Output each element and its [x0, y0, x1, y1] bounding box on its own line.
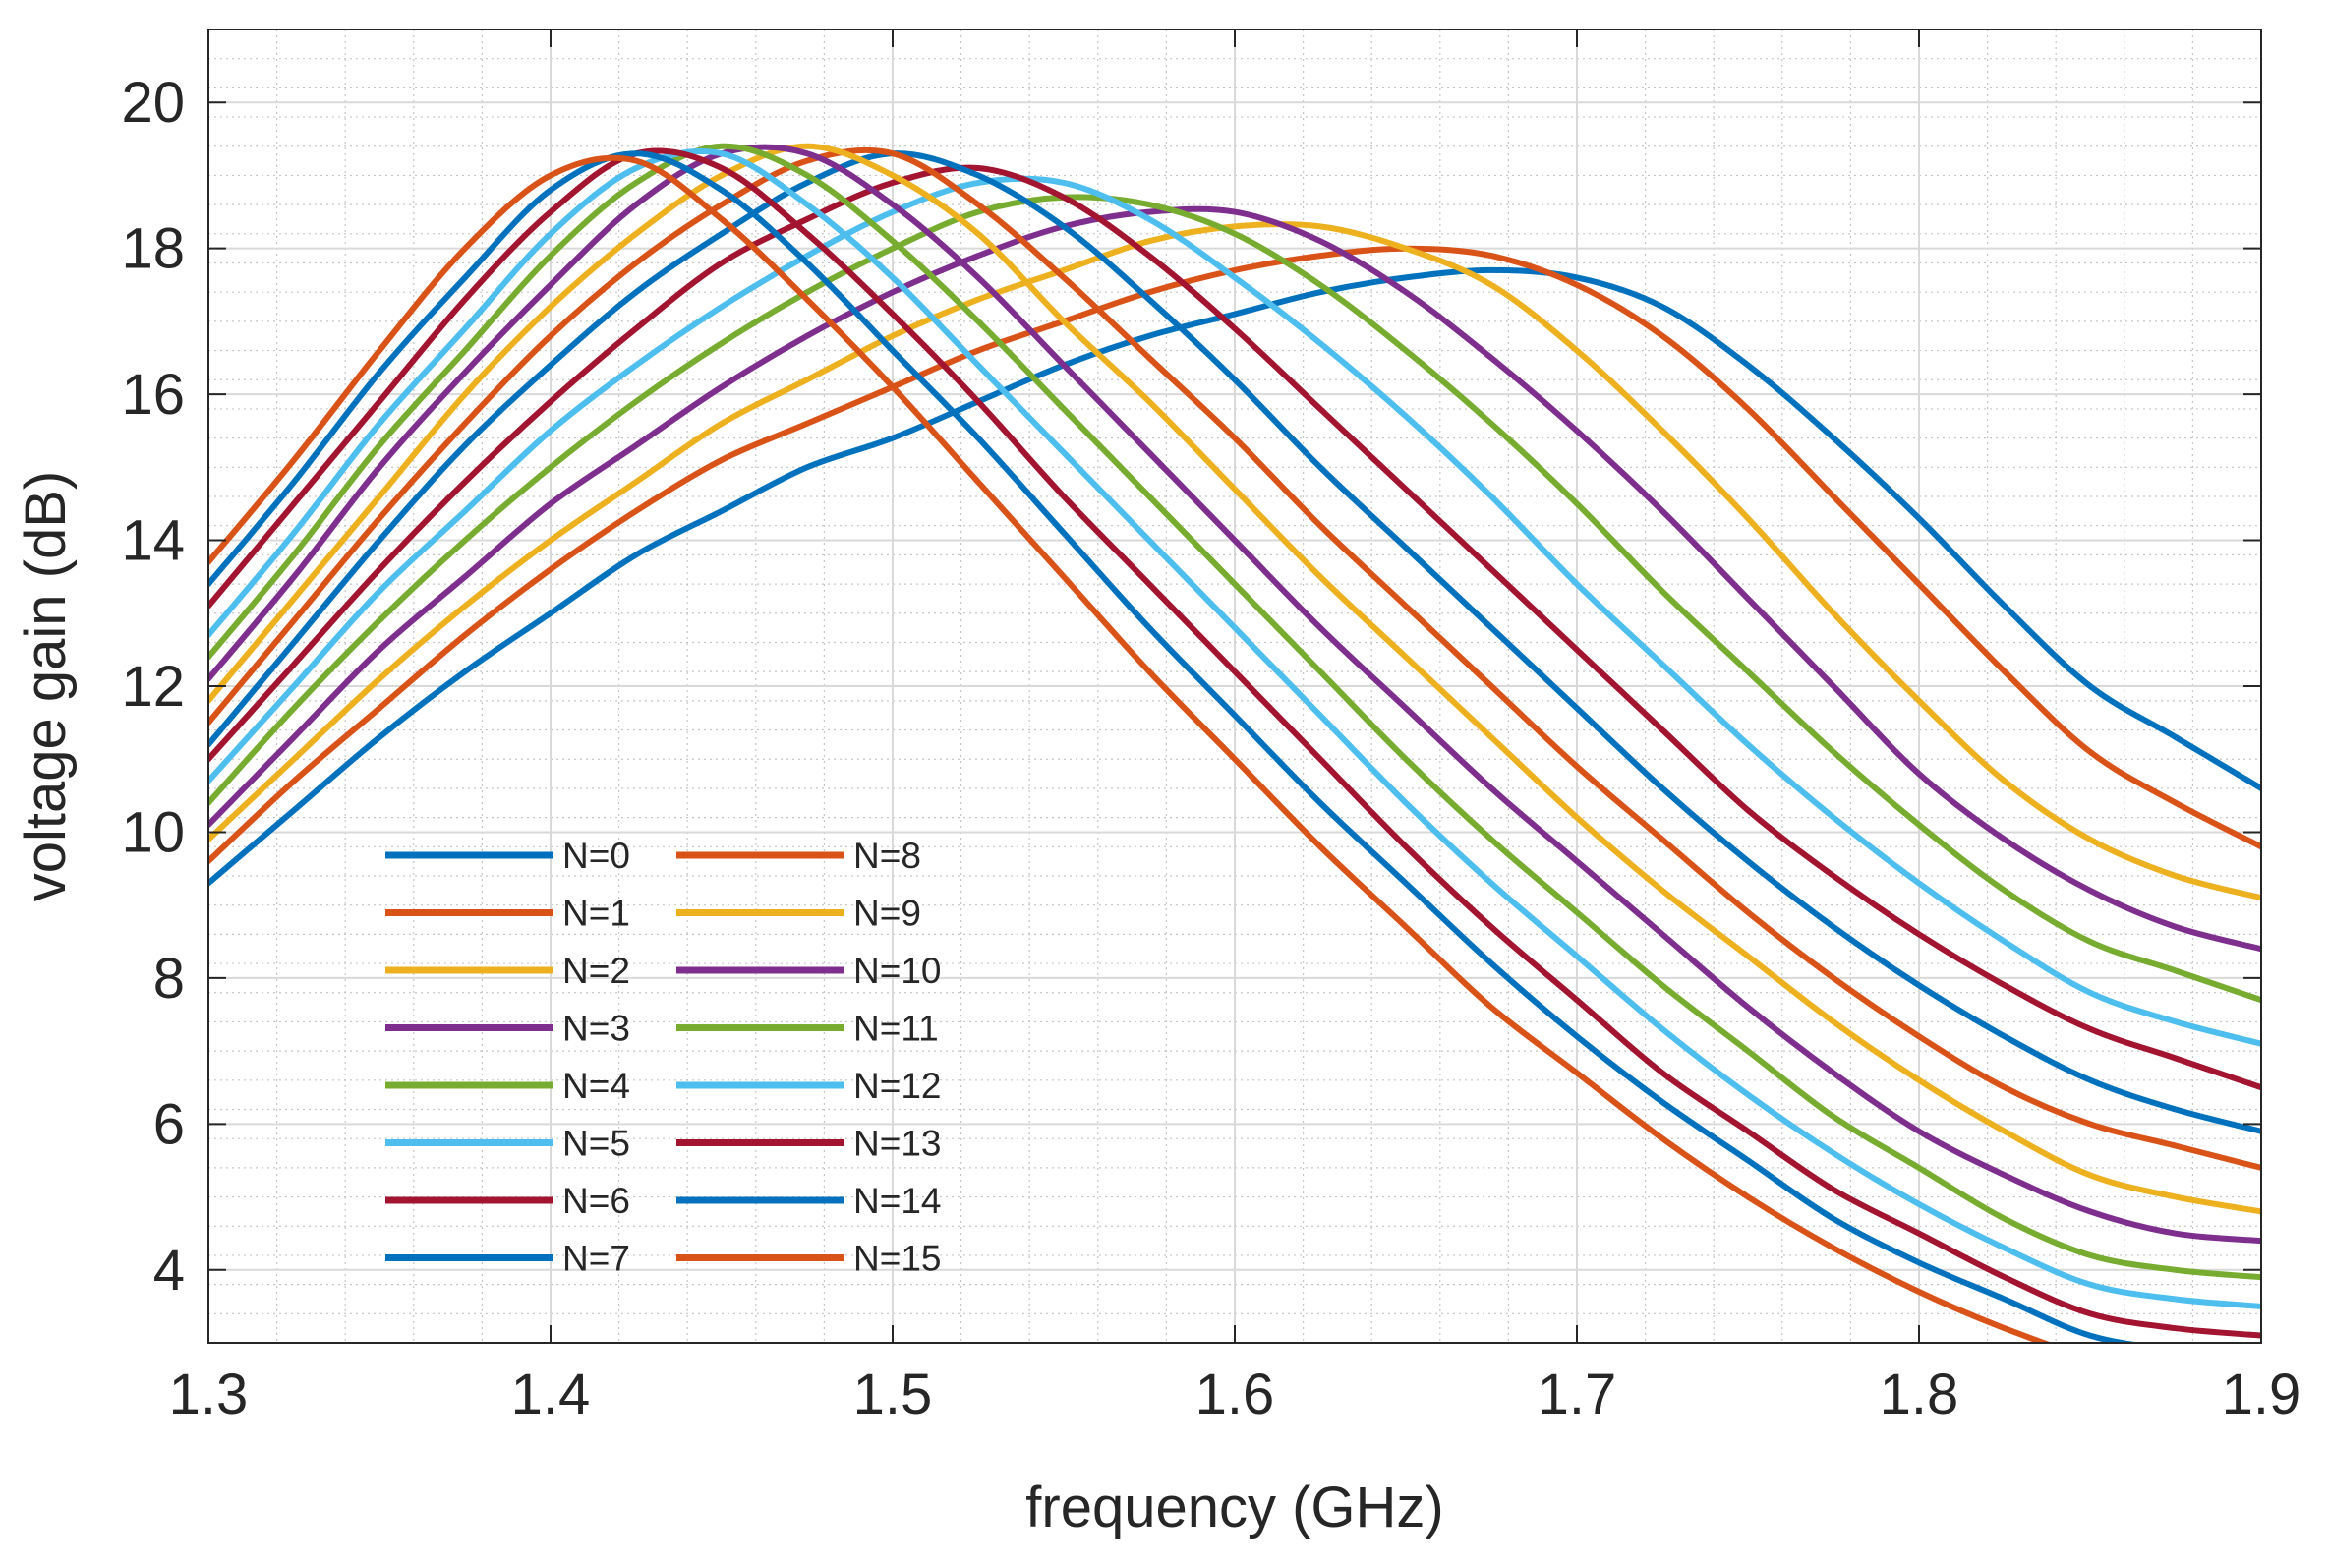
- legend-label: N=5: [562, 1124, 630, 1164]
- legend-label: N=13: [853, 1124, 941, 1164]
- y-tick-labels: 4 6 8 10 12 14 16 18 20: [121, 71, 185, 1303]
- series-line-n-0: [208, 266, 2261, 887]
- legend-label: N=1: [562, 894, 630, 934]
- series-line-n-2: [208, 221, 2261, 901]
- series-line-n-7: [208, 150, 2261, 1134]
- series-line-n-8: [208, 146, 2261, 1171]
- series-line-n-6: [208, 164, 2261, 1091]
- y-tick-label: 18: [121, 217, 185, 281]
- legend-label: N=12: [853, 1066, 941, 1106]
- x-axis-label: frequency (GHz): [1025, 1476, 1443, 1539]
- series-line-n-3: [208, 205, 2261, 953]
- series-line-n-11: [208, 143, 2261, 1281]
- tick-marks: [207, 29, 2262, 1343]
- x-tick-label: 1.6: [1195, 1363, 1275, 1426]
- x-tick-label: 1.5: [853, 1363, 933, 1426]
- series-line-n-5: [208, 175, 2261, 1047]
- x-tick-label: 1.7: [1538, 1363, 1617, 1426]
- y-tick-label: 14: [121, 509, 185, 573]
- y-tick-label: 8: [153, 947, 185, 1011]
- x-tick-labels: 1.3 1.4 1.5 1.6 1.7 1.8 1.9: [169, 1363, 2301, 1426]
- series-layer: [208, 143, 2261, 1343]
- x-tick-label: 1.8: [1880, 1363, 1959, 1426]
- major-grid: [207, 29, 2262, 1343]
- legend-label: N=7: [562, 1239, 630, 1279]
- x-tick-label: 1.9: [2222, 1363, 2301, 1426]
- legend-label: N=11: [853, 1009, 939, 1049]
- legend-label: N=14: [853, 1181, 941, 1221]
- legend-label: N=6: [562, 1181, 630, 1221]
- legend-label: N=3: [562, 1009, 630, 1049]
- legend: N=0 N=1 N=2 N=3 N=4 N=5 N=6 N=7 N=8 N=9 N=10 N=11 N=…: [385, 836, 941, 1279]
- y-tick-label: 4: [153, 1239, 185, 1303]
- legend-label: N=0: [562, 836, 630, 876]
- legend-label: N=10: [853, 951, 941, 991]
- x-tick-label: 1.3: [169, 1363, 249, 1426]
- series-line-n-1: [208, 245, 2261, 865]
- series-line-n-13: [208, 147, 2261, 1339]
- y-tick-label: 12: [121, 655, 185, 719]
- y-tick-label: 20: [121, 71, 185, 135]
- legend-label: N=8: [853, 836, 921, 876]
- series-line-n-10: [208, 144, 2261, 1245]
- legend-label: N=9: [853, 894, 921, 934]
- series-line-n-12: [208, 148, 2261, 1309]
- series-line-n-14: [208, 150, 2141, 1343]
- x-tick-label: 1.4: [511, 1363, 591, 1426]
- legend-label: N=4: [562, 1066, 630, 1106]
- series-line-n-9: [208, 143, 2261, 1215]
- series-line-n-4: [208, 194, 2261, 1004]
- y-axis-label: voltage gain (dB): [14, 471, 78, 901]
- y-tick-label: 6: [153, 1092, 185, 1156]
- legend-label: N=15: [853, 1239, 941, 1279]
- legend-label: N=2: [562, 951, 630, 991]
- series-line-n-15: [208, 154, 2053, 1343]
- y-tick-label: 10: [121, 800, 185, 864]
- y-tick-label: 16: [121, 363, 185, 427]
